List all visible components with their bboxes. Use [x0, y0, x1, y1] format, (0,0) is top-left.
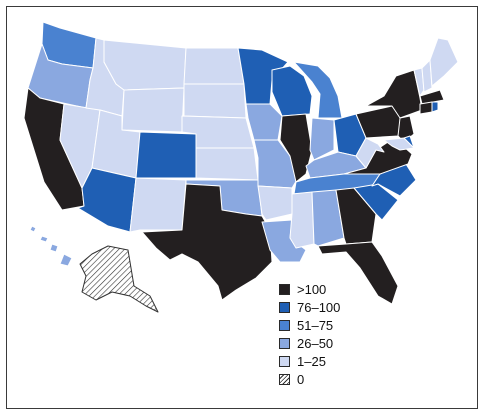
state-RI	[431, 101, 439, 113]
state-HI-island-2	[49, 243, 59, 253]
legend-item: 51–75	[279, 317, 399, 334]
legend-label: 51–75	[297, 318, 334, 333]
legend-label: 26–50	[297, 336, 334, 351]
legend-item: 26–50	[279, 335, 399, 352]
state-AZ	[77, 167, 137, 233]
legend-swatch	[279, 356, 290, 367]
state-MN	[237, 47, 289, 105]
state-HI-island-4	[29, 225, 37, 233]
state-NM	[129, 177, 187, 233]
state-TX	[141, 183, 273, 301]
state-AL	[311, 189, 345, 247]
legend-label: 0	[297, 372, 305, 387]
legend-label: >100	[297, 282, 327, 297]
state-MS	[289, 191, 315, 249]
legend-swatch	[279, 320, 290, 331]
state-CT	[419, 101, 433, 115]
legend-swatch-hatched	[279, 374, 290, 385]
legend-item: 76–100	[279, 299, 399, 316]
state-WI	[271, 65, 313, 117]
legend-label: 1–25	[297, 354, 326, 369]
legend-item: 1–25	[279, 353, 399, 370]
state-KS	[195, 147, 259, 181]
state-WY	[121, 87, 185, 133]
state-ND	[183, 47, 245, 85]
state-HI-island-1	[59, 253, 73, 267]
state-SD	[183, 83, 247, 119]
legend-item: >100	[279, 281, 399, 298]
state-FL	[317, 241, 399, 305]
state-IN	[309, 117, 335, 161]
legend-swatch	[279, 302, 290, 313]
legend-item: 0	[279, 371, 399, 388]
state-MA	[419, 89, 445, 105]
legend-swatch	[279, 338, 290, 349]
state-DE	[403, 135, 415, 149]
state-IL	[279, 113, 313, 183]
state-AK	[79, 245, 159, 313]
state-CO	[135, 131, 197, 179]
state-MT	[103, 39, 187, 91]
state-ME	[429, 37, 459, 87]
state-HI-island-3	[39, 235, 49, 243]
state-IA	[245, 103, 283, 141]
legend-swatch	[279, 284, 290, 295]
state-AR	[257, 185, 293, 221]
legend: >100 76–100 51–75 26–50 1–25 0	[279, 281, 399, 389]
state-NH	[421, 59, 433, 93]
legend-label: 76–100	[297, 300, 341, 315]
